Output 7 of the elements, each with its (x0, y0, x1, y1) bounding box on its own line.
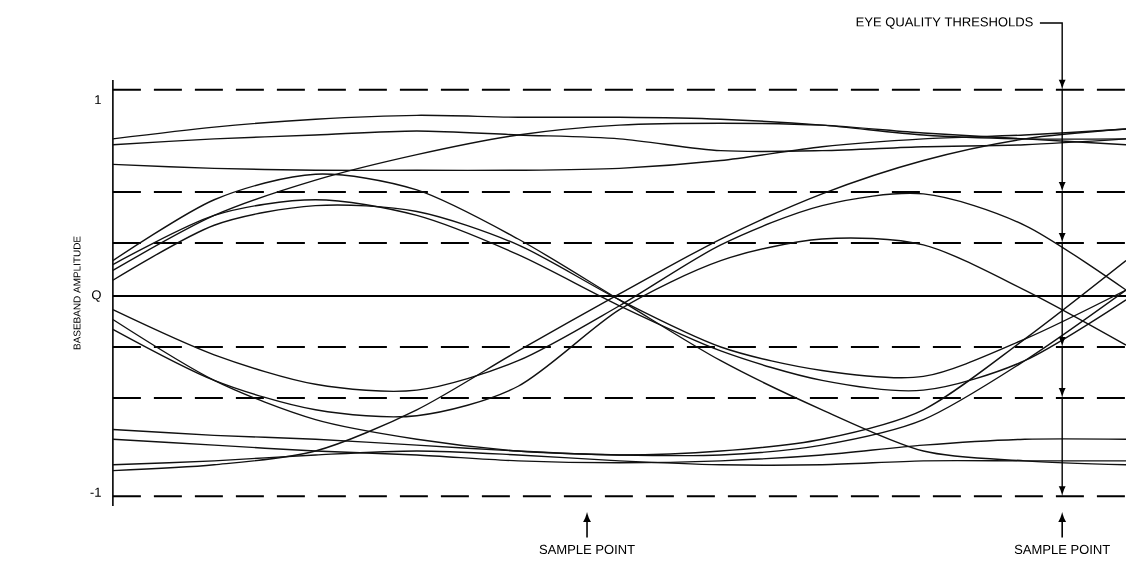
y-tick-label: Q (91, 290, 101, 302)
text: SAMPLE POINT (1014, 544, 1110, 555)
y-tick-label: 1 (95, 95, 101, 105)
y-tick-label: -1 (90, 487, 101, 497)
text: EYE QUALITY THRESHOLDS (856, 17, 1033, 29)
text: SAMPLE POINT (539, 544, 635, 555)
y-axis-title: BASEBAND AMPLITUDE (73, 236, 81, 350)
